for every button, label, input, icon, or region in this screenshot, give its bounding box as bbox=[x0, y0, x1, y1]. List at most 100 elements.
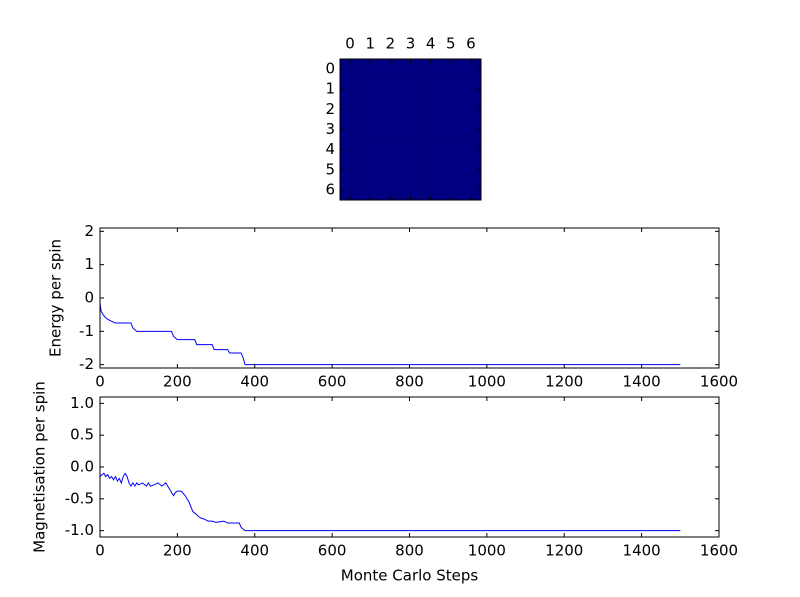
x-tick-label: 0 bbox=[95, 373, 105, 391]
heatmap-cell bbox=[340, 119, 361, 140]
heatmap-cell bbox=[380, 59, 401, 80]
heatmap-cell bbox=[400, 159, 421, 181]
y-tick-label: 0 bbox=[84, 289, 94, 307]
heatmap-cell bbox=[380, 99, 401, 120]
heatmap-cell bbox=[440, 159, 462, 181]
heatmap-cell bbox=[340, 59, 361, 80]
x-tick-label: 600 bbox=[318, 373, 347, 391]
heatmap-cell bbox=[360, 179, 381, 201]
heatmap-cell bbox=[380, 79, 401, 100]
y-tick-label: -1 bbox=[79, 322, 94, 340]
y-axis-label: Magnetisation per spin bbox=[31, 381, 49, 553]
heatmap-cell bbox=[440, 99, 462, 120]
heatmap-cell bbox=[360, 159, 381, 181]
x-tick-label: 1000 bbox=[468, 373, 506, 391]
y-tick-label: 1 bbox=[84, 255, 94, 273]
heatmap-cell bbox=[360, 99, 381, 120]
axes-frame bbox=[339, 58, 482, 201]
heatmap-cell bbox=[460, 159, 482, 181]
heatmap-cell bbox=[400, 179, 421, 201]
heatmap-cell bbox=[360, 139, 381, 161]
x-tick-label: 600 bbox=[318, 542, 347, 560]
x-tick-label: 0 bbox=[95, 542, 105, 560]
x-tick-label: 5 bbox=[446, 35, 456, 53]
heatmap-cell bbox=[440, 179, 462, 201]
x-tick-label: 200 bbox=[163, 542, 192, 560]
heatmap-cell bbox=[360, 79, 381, 100]
heatmap-cell bbox=[420, 139, 442, 161]
heatmap-cell bbox=[460, 79, 482, 100]
heatmap-cell bbox=[380, 179, 401, 201]
heatmap-cell bbox=[440, 139, 462, 161]
x-tick-label: 1400 bbox=[623, 373, 661, 391]
heatmap-cell bbox=[400, 79, 421, 100]
x-tick-label: 1 bbox=[365, 35, 375, 53]
heatmap-cell bbox=[440, 119, 462, 140]
heatmap-cell bbox=[460, 179, 482, 201]
x-tick-label: 6 bbox=[466, 35, 476, 53]
heatmap-cell bbox=[420, 119, 442, 140]
heatmap-cell bbox=[400, 59, 421, 80]
axes-frame bbox=[99, 396, 720, 538]
heatmap-cell bbox=[380, 139, 401, 161]
heatmap-cell bbox=[400, 99, 421, 120]
x-tick-label: 1200 bbox=[545, 373, 583, 391]
y-tick-label: 4 bbox=[325, 140, 335, 158]
x-tick-label: 1600 bbox=[700, 373, 738, 391]
x-tick-label: 400 bbox=[240, 542, 269, 560]
heatmap-cell bbox=[440, 59, 462, 80]
y-axis-label: Energy per spin bbox=[47, 239, 65, 357]
heatmap-cell bbox=[400, 139, 421, 161]
y-tick-label: 2 bbox=[84, 222, 94, 240]
data-line bbox=[99, 302, 681, 366]
heatmap-cell bbox=[460, 99, 482, 120]
x-tick-label: 0 bbox=[345, 35, 355, 53]
heatmap-cell bbox=[460, 59, 482, 80]
y-tick-label: 1 bbox=[325, 80, 335, 98]
heatmap-cell bbox=[460, 139, 482, 161]
heatmap-cell bbox=[340, 99, 361, 120]
y-tick-label: 3 bbox=[325, 120, 335, 138]
x-tick-label: 3 bbox=[406, 35, 416, 53]
heatmap-cell bbox=[420, 79, 442, 100]
heatmap-cell bbox=[340, 179, 361, 201]
y-tick-label: 2 bbox=[325, 100, 335, 118]
heatmap-cell bbox=[420, 159, 442, 181]
y-tick-label: -2 bbox=[79, 355, 94, 373]
heatmap-cell bbox=[420, 179, 442, 201]
heatmap-cell bbox=[380, 159, 401, 181]
y-tick-label: -1.0 bbox=[65, 521, 94, 539]
data-line bbox=[99, 472, 681, 532]
x-tick-label: 1600 bbox=[700, 542, 738, 560]
heatmap-cell bbox=[400, 119, 421, 140]
x-tick-label: 1000 bbox=[468, 542, 506, 560]
heatmap-cell bbox=[440, 79, 462, 100]
x-tick-label: 1200 bbox=[545, 542, 583, 560]
heatmap-cell bbox=[460, 119, 482, 140]
heatmap-cell bbox=[380, 119, 401, 140]
y-tick-label: -0.5 bbox=[65, 489, 94, 507]
x-tick-label: 1400 bbox=[623, 542, 661, 560]
heatmap-cell bbox=[420, 99, 442, 120]
heatmap-cell bbox=[360, 119, 381, 140]
x-tick-label: 200 bbox=[163, 373, 192, 391]
x-tick-label: 4 bbox=[426, 35, 436, 53]
heatmap-cell bbox=[420, 59, 442, 80]
y-tick-label: 5 bbox=[325, 160, 335, 178]
x-tick-label: 400 bbox=[240, 373, 269, 391]
x-axis-label: Monte Carlo Steps bbox=[341, 567, 479, 585]
y-tick-label: 0.5 bbox=[70, 426, 94, 444]
x-tick-label: 800 bbox=[395, 373, 424, 391]
y-tick-label: 0 bbox=[325, 60, 335, 78]
heatmap-cell bbox=[360, 59, 381, 80]
y-tick-label: 6 bbox=[325, 180, 335, 198]
x-tick-label: 800 bbox=[395, 542, 424, 560]
heatmap-cell bbox=[340, 79, 361, 100]
y-tick-label: 1.0 bbox=[70, 394, 94, 412]
heatmap-cell bbox=[340, 139, 361, 161]
y-tick-label: 0.0 bbox=[70, 458, 94, 476]
heatmap-cell bbox=[340, 159, 361, 181]
x-tick-label: 2 bbox=[386, 35, 396, 53]
axes-frame bbox=[99, 227, 720, 369]
